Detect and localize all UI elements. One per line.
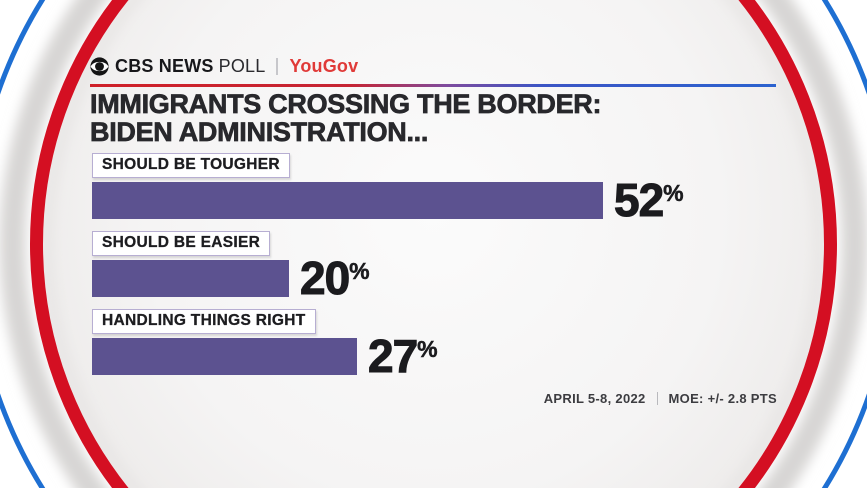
brand-row: CBS NEWS POLL YouGov <box>90 54 358 78</box>
poll-date-range: APRIL 5-8, 2022 <box>543 391 646 406</box>
bar-value-number: 20 <box>299 252 350 305</box>
bar-category-label-box: HANDLING THINGS RIGHT <box>92 309 316 334</box>
inner-bevel-ring <box>42 0 825 488</box>
bar <box>92 260 289 297</box>
bar-value: 27 % <box>367 330 438 383</box>
bar-chart: SHOULD BE TOUGHER 52 % SHOULD BE EASIER … <box>92 153 684 387</box>
cbs-eye-icon <box>90 56 109 76</box>
bar-category-text: HANDLING THINGS RIGHT <box>102 312 306 329</box>
brand-underline <box>90 84 776 87</box>
bar-category-text: SHOULD BE TOUGHER <box>102 156 280 173</box>
footnote-divider <box>656 392 658 405</box>
bar-group-handling-right: HANDLING THINGS RIGHT 27 % <box>92 309 684 383</box>
bar-category-text: SHOULD BE EASIER <box>102 234 261 251</box>
bar-value-number: 27 <box>367 330 418 383</box>
page-title-line2: BIDEN ADMINISTRATION... <box>90 117 429 148</box>
bar-row: 27 % <box>92 330 684 383</box>
bar-value: 52 % <box>613 174 684 227</box>
page-title: IMMIGRANTS CROSSING THE BORDER: BIDEN AD… <box>90 89 780 148</box>
bar-category-label-box: SHOULD BE TOUGHER <box>92 153 290 178</box>
bar-value-number: 52 <box>613 174 664 227</box>
bar-value-unit: % <box>349 258 370 285</box>
bar <box>92 182 603 219</box>
bar-row: 52 % <box>92 174 684 227</box>
margin-of-error: MOE: +/- 2.8 PTS <box>668 391 777 406</box>
bar-value: 20 % <box>299 252 370 305</box>
brand-name-light: POLL <box>218 55 266 76</box>
bar-group-tougher: SHOULD BE TOUGHER 52 % <box>92 153 684 227</box>
bar <box>92 338 357 375</box>
bar-category-label-box: SHOULD BE EASIER <box>92 231 271 256</box>
bar-value-unit: % <box>417 336 438 363</box>
partner-logo-text: YouGov <box>289 55 359 76</box>
page-title-line1: IMMIGRANTS CROSSING THE BORDER: <box>90 89 602 119</box>
bar-value-unit: % <box>663 180 684 207</box>
brand-name-bold: CBS NEWS <box>115 55 214 76</box>
bar-row: 20 % <box>92 252 684 305</box>
bar-group-easier: SHOULD BE EASIER 20 % <box>92 231 684 305</box>
brand-divider <box>276 57 279 75</box>
footnote: APRIL 5-8, 2022 MOE: +/- 2.8 PTS <box>544 391 777 406</box>
red-ring <box>30 0 837 488</box>
